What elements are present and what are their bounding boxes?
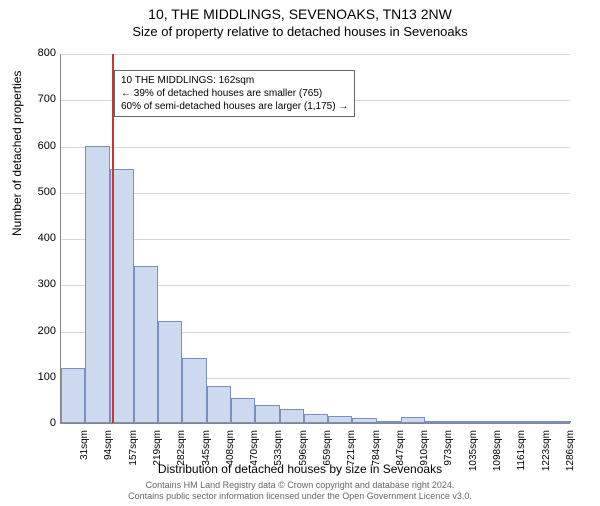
histogram-bar (85, 146, 109, 424)
footer-text: Contains HM Land Registry data © Crown c… (0, 480, 600, 502)
histogram-bar (450, 421, 474, 423)
footer-line2: Contains public sector information licen… (0, 491, 600, 502)
chart-area: 31sqm94sqm157sqm219sqm282sqm345sqm408sqm… (60, 54, 570, 424)
y-tick: 700 (26, 93, 56, 105)
histogram-bar (182, 358, 206, 423)
histogram-bar (547, 421, 571, 423)
x-axis-label: Distribution of detached houses by size … (0, 462, 600, 476)
grid-line (61, 239, 570, 240)
annotation-box: 10 THE MIDDLINGS: 162sqm ← 39% of detach… (114, 70, 355, 117)
histogram-bar (498, 421, 522, 423)
chart-subtitle: Size of property relative to detached ho… (0, 24, 600, 39)
histogram-bar (425, 421, 449, 423)
chart-container: 10, THE MIDDLINGS, SEVENOAKS, TN13 2NW S… (0, 6, 600, 506)
grid-line (61, 193, 570, 194)
histogram-bar (304, 414, 328, 423)
y-tick: 200 (26, 325, 56, 337)
histogram-bar (231, 398, 255, 423)
annotation-line2: ← 39% of detached houses are smaller (76… (121, 87, 348, 100)
y-tick: 800 (26, 47, 56, 59)
histogram-bar (377, 421, 401, 423)
histogram-bar (61, 368, 85, 424)
histogram-bar (280, 409, 304, 423)
y-tick: 600 (26, 140, 56, 152)
histogram-bar (328, 416, 352, 423)
histogram-bar (255, 405, 279, 424)
y-tick: 500 (26, 186, 56, 198)
y-tick: 0 (26, 417, 56, 429)
histogram-bar (207, 386, 231, 423)
histogram-bar (158, 321, 182, 423)
footer-line1: Contains HM Land Registry data © Crown c… (0, 480, 600, 491)
annotation-line3: 60% of semi-detached houses are larger (… (121, 100, 348, 113)
histogram-bar (522, 421, 546, 423)
y-tick: 400 (26, 232, 56, 244)
histogram-bar (474, 421, 498, 423)
grid-line (61, 147, 570, 148)
y-tick: 300 (26, 278, 56, 290)
annotation-line1: 10 THE MIDDLINGS: 162sqm (121, 74, 348, 87)
histogram-bar (134, 266, 158, 423)
histogram-bar (401, 417, 425, 423)
y-axis-label: Number of detached properties (10, 71, 24, 236)
y-tick: 100 (26, 371, 56, 383)
chart-title: 10, THE MIDDLINGS, SEVENOAKS, TN13 2NW (0, 6, 600, 22)
histogram-bar (352, 418, 376, 423)
grid-line (61, 54, 570, 55)
